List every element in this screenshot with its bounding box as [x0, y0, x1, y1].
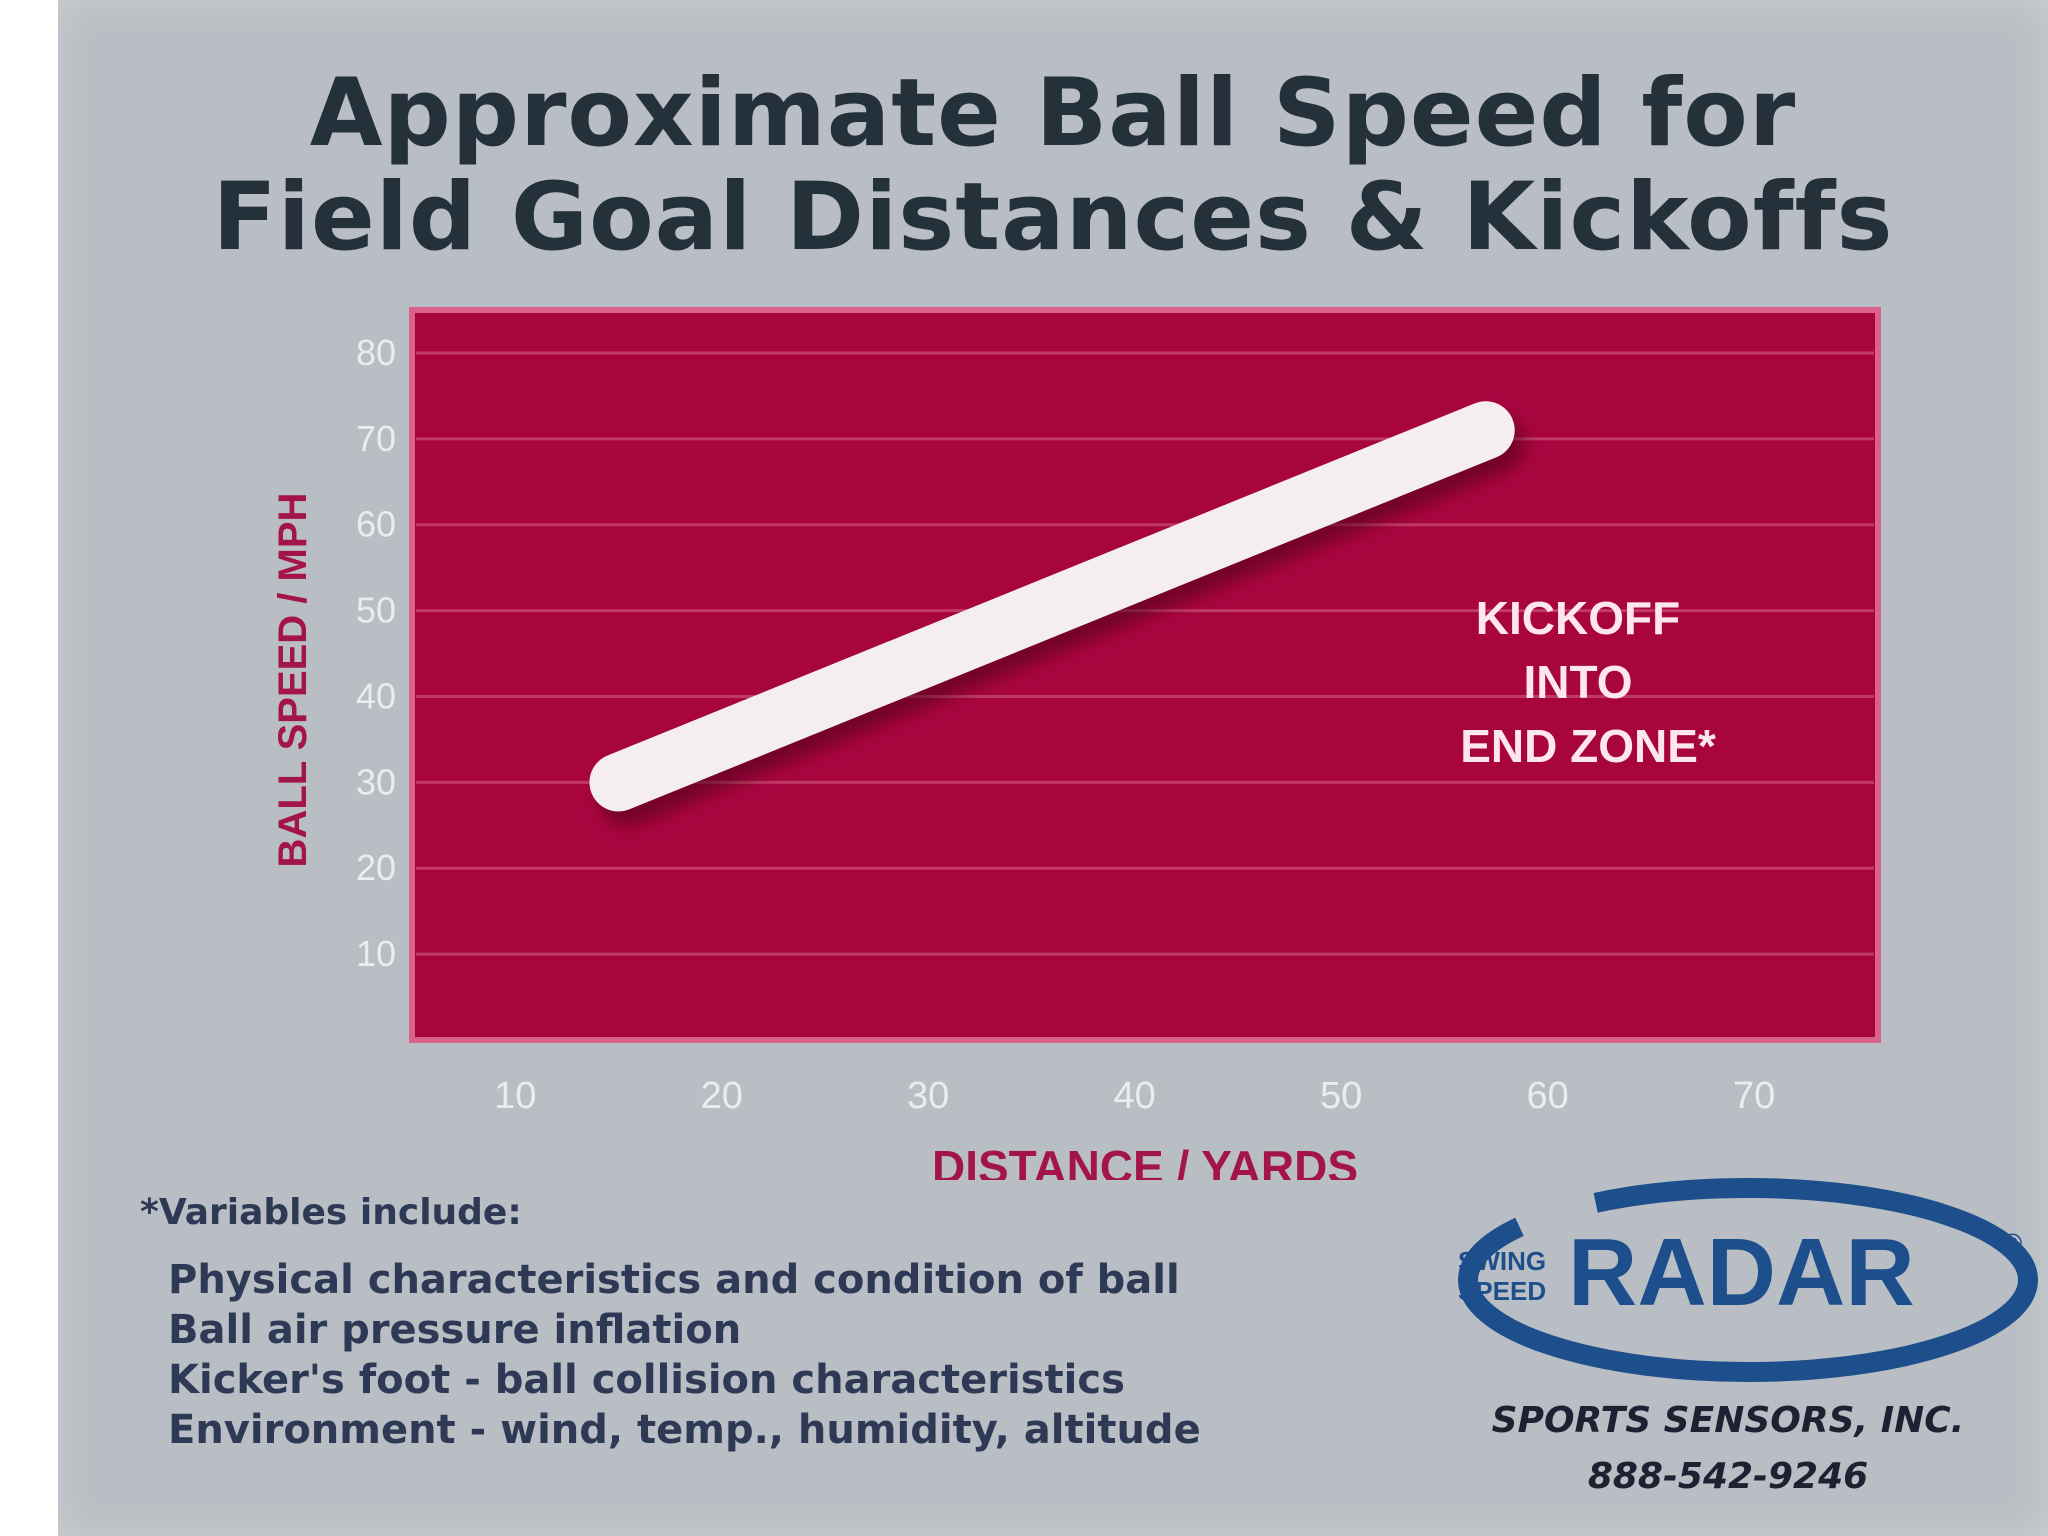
- ball-speed-chart: 10 20 30 40 50 60 70 80 10 20 30 40 50 60 70 KICKOFF I…: [271, 307, 1881, 1180]
- y-tick-label: 40: [356, 675, 396, 716]
- x-tick-label: 20: [701, 1075, 743, 1117]
- y-tick-label: 50: [356, 590, 396, 631]
- y-tick-label: 20: [356, 847, 396, 888]
- y-axis-label: BALL SPEED / MPH: [271, 493, 315, 868]
- x-axis-label: DISTANCE / YARDS: [932, 1141, 1358, 1180]
- logo-small-bottom: SPEED: [1458, 1276, 1546, 1306]
- x-tick-label: 10: [494, 1075, 536, 1117]
- logo-small-top: SWING: [1458, 1246, 1546, 1276]
- annotation-line: INTO: [1523, 656, 1632, 708]
- chart-title-line2: Field Goal Distances & Kickoffs: [212, 163, 1894, 272]
- annotation-line: KICKOFF: [1476, 592, 1680, 644]
- chart-card: Approximate Ball Speed for Field Goal Di…: [58, 0, 2048, 1536]
- grid-lines: [416, 351, 1874, 956]
- plot-area: [409, 307, 1881, 1043]
- footnote-heading: *Variables include:: [140, 1192, 522, 1233]
- x-tick-label: 30: [907, 1075, 949, 1117]
- y-tick-label: 60: [356, 504, 396, 545]
- y-tick-label: 10: [356, 933, 396, 974]
- y-tick-label: 80: [356, 332, 396, 373]
- x-tick-label: 60: [1526, 1075, 1568, 1117]
- x-tick-label: 70: [1733, 1075, 1775, 1117]
- logo-brand: RADAR: [1568, 1219, 1915, 1326]
- footnote-item: Ball air pressure inflation: [168, 1307, 742, 1353]
- logo-registered-mark: ®: [2003, 1228, 2022, 1258]
- footnote-list: Physical characteristics and condition o…: [140, 1255, 1201, 1455]
- footnote-item: Environment - wind, temp., humidity, alt…: [168, 1407, 1201, 1453]
- x-tick-labels: 10 20 30 40 50 60 70: [494, 1075, 1775, 1117]
- y-tick-label: 30: [356, 761, 396, 802]
- x-tick-label: 40: [1114, 1075, 1156, 1117]
- logo-swoosh: [1458, 1178, 2038, 1382]
- footnote: *Variables include: Physical characteris…: [140, 1192, 1201, 1455]
- company-name: SPORTS SENSORS, INC.: [1491, 1400, 1965, 1441]
- y-tick-label: 70: [356, 418, 396, 459]
- footnote-item: Kicker's foot - ball collision character…: [168, 1357, 1125, 1403]
- company-phone: 888-542-9246: [1587, 1456, 1869, 1497]
- footnote-item: Physical characteristics and condition o…: [168, 1257, 1180, 1303]
- series-line: [589, 401, 1515, 812]
- kickoff-annotation: KICKOFF INTO END ZONE*: [1460, 592, 1716, 772]
- x-tick-label: 50: [1320, 1075, 1362, 1117]
- chart-title-line1: Approximate Ball Speed for: [309, 59, 1797, 168]
- series-lines: [589, 401, 1515, 812]
- y-tick-labels: 10 20 30 40 50 60 70 80: [356, 332, 396, 974]
- swing-speed-radar-logo: SWING SPEED RADAR ®: [1458, 1178, 2038, 1382]
- annotation-line: END ZONE*: [1460, 720, 1716, 772]
